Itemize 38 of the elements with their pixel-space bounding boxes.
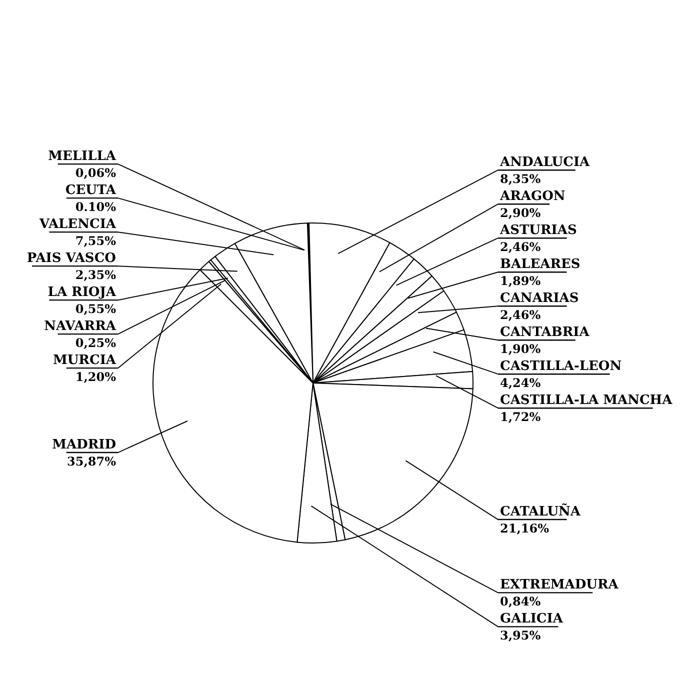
slice-label: MADRID (52, 438, 116, 453)
data-label: 0,06% (75, 166, 117, 180)
data-label: 35,87% (67, 454, 117, 469)
slice-label: CANARIAS (500, 291, 579, 306)
data-label: 0,55% (75, 302, 117, 316)
slice-label: CATALUÑA (500, 502, 582, 520)
data-label: 1,72% (500, 410, 542, 424)
data-label: 0,25% (75, 336, 117, 350)
data-label: 1,20% (75, 370, 117, 384)
slice-label: MURCIA (52, 353, 117, 368)
data-label: 0,84% (500, 594, 542, 609)
data-label: 8,35% (500, 172, 542, 186)
slice-label: CEUTA (65, 183, 117, 198)
slice-label: CASTILLA-LEON (500, 359, 622, 374)
data-label: 1,89% (500, 274, 542, 288)
slice-label: ANDALUCIA (499, 155, 591, 170)
slice-label: NAVARRA (44, 319, 117, 334)
slice-label: CASTILLA-LA MANCHA (500, 393, 674, 408)
slice-label: VALENCIA (38, 217, 117, 232)
slice-label: CANTABRIA (500, 325, 590, 340)
data-label: 0.10% (75, 200, 117, 214)
slice-label: MELILLA (48, 149, 117, 164)
data-label: 2,90% (500, 206, 542, 220)
slice-label: LA RIOJA (48, 285, 117, 300)
data-label: 21,16% (500, 522, 550, 536)
data-label: 2,46% (500, 308, 542, 322)
data-label: 4,24% (500, 376, 542, 390)
slice-label: GALICIA (500, 612, 564, 627)
data-label: 2,46% (500, 240, 542, 254)
data-label: 3,95% (500, 628, 542, 643)
slice-label: BALEARES (500, 257, 580, 272)
data-label: 2,35% (75, 268, 117, 282)
slice-label: ARAGON (499, 189, 566, 204)
data-label: 7,55% (75, 234, 117, 248)
data-label: 1,90% (500, 342, 542, 356)
slice-label: PAIS VASCO (26, 251, 116, 266)
slice-label: EXTREMADURA (500, 578, 620, 593)
slice-label: ASTURIAS (499, 223, 577, 238)
